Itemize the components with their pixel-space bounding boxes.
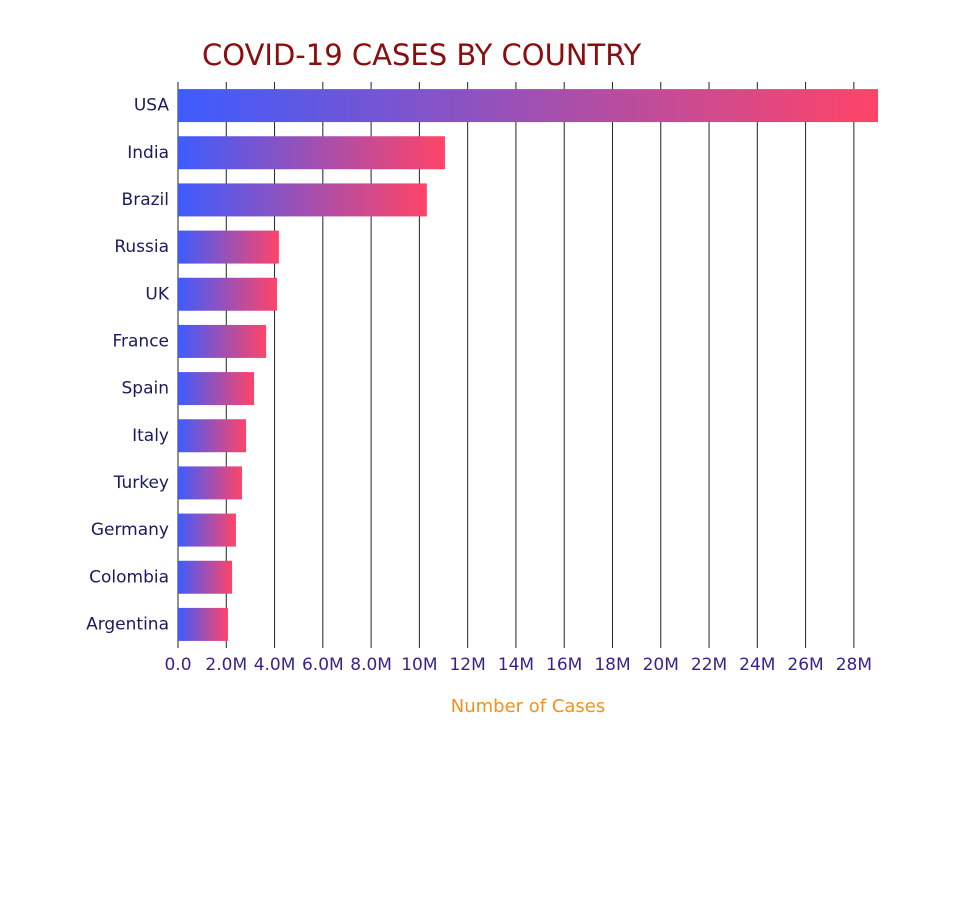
x-tick-label: 0.0 bbox=[164, 655, 191, 675]
x-tick-label: 14M bbox=[498, 655, 534, 675]
y-tick-label: Germany bbox=[91, 520, 169, 540]
x-tick-label: 18M bbox=[594, 655, 630, 675]
bar bbox=[178, 607, 228, 641]
x-tick-label: 4.0M bbox=[254, 655, 296, 675]
y-tick-label: India bbox=[127, 143, 169, 163]
chart-title: COVID-19 CASES BY COUNTRY bbox=[202, 38, 642, 72]
x-tick-label: 20M bbox=[643, 655, 679, 675]
y-tick-label: Spain bbox=[122, 379, 170, 399]
x-tick-label: 2.0M bbox=[205, 655, 247, 675]
bar bbox=[178, 513, 236, 547]
x-axis-title: Number of Cases bbox=[451, 696, 606, 717]
y-tick-label: Russia bbox=[114, 237, 169, 257]
y-tick-label: Colombia bbox=[89, 567, 169, 587]
y-tick-label: Brazil bbox=[122, 190, 169, 210]
x-tick-label: 16M bbox=[546, 655, 582, 675]
y-tick-label: Italy bbox=[132, 426, 169, 446]
x-tick-label: 12M bbox=[449, 655, 485, 675]
bar bbox=[178, 230, 279, 264]
bar bbox=[178, 89, 878, 123]
bar bbox=[178, 419, 247, 453]
bar bbox=[178, 324, 267, 358]
x-tick-label: 6.0M bbox=[302, 655, 344, 675]
x-tick-label: 28M bbox=[836, 655, 872, 675]
y-tick-label: France bbox=[112, 331, 169, 351]
bar bbox=[178, 277, 277, 311]
x-tick-label: 26M bbox=[787, 655, 823, 675]
y-tick-label: Turkey bbox=[113, 473, 169, 493]
x-tick-label: 22M bbox=[691, 655, 727, 675]
bar bbox=[178, 183, 427, 217]
bar bbox=[178, 372, 255, 406]
bar bbox=[178, 136, 445, 170]
bar bbox=[178, 466, 242, 500]
y-tick-label: USA bbox=[134, 96, 170, 116]
y-tick-label: UK bbox=[145, 284, 169, 304]
x-tick-label: 8.0M bbox=[350, 655, 392, 675]
x-tick-label: 10M bbox=[401, 655, 437, 675]
y-tick-label: Argentina bbox=[86, 614, 169, 634]
x-tick-label: 24M bbox=[739, 655, 775, 675]
bar bbox=[178, 560, 233, 594]
